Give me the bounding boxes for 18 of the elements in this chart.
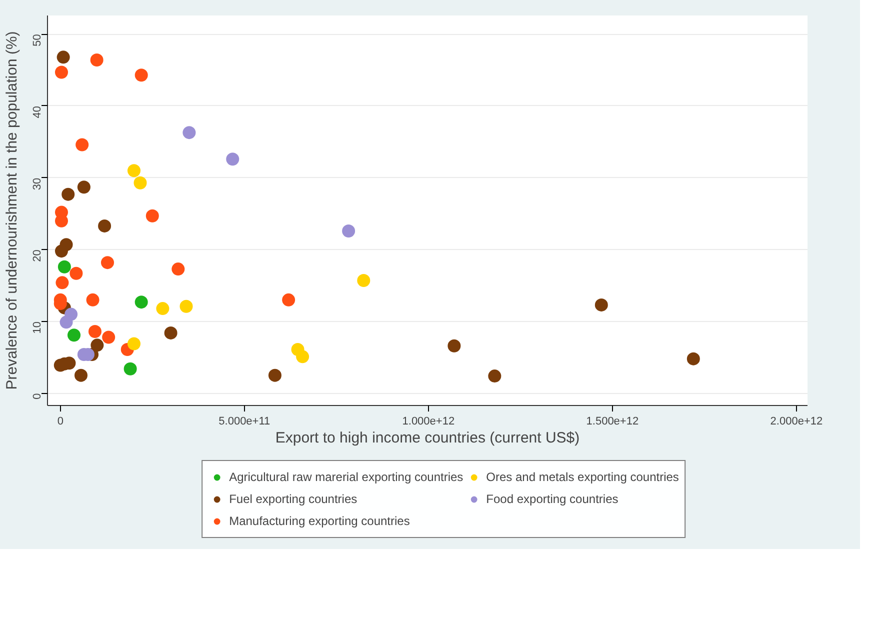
- y-tick-label: 40: [32, 106, 44, 118]
- x-tick-label: 5.000e+11: [218, 416, 270, 428]
- x-axis-title: Export to high income countries (current US$): [275, 430, 580, 446]
- y-axis-title: Prevalence of undernourishment in the population (%): [4, 31, 20, 390]
- legend-label: Food exporting countries: [486, 492, 618, 506]
- legend-label: Fuel exporting countries: [229, 492, 358, 506]
- x-tick-label: 1.000e+12: [402, 416, 455, 428]
- y-tick-label: 0: [32, 393, 44, 400]
- y-tick-label: 50: [32, 34, 44, 46]
- legend-label: Ores and metals exporting countries: [486, 470, 679, 484]
- legend-label: Agricultural raw marerial exporting countries: [229, 470, 464, 484]
- y-tick-label: 30: [32, 178, 44, 190]
- x-tick-label: 1.500e+12: [586, 416, 639, 428]
- x-tick-label: 0: [57, 416, 64, 428]
- y-tick-label: 10: [32, 321, 44, 334]
- legend-label: Manufacturing exporting countries: [229, 514, 410, 528]
- x-tick-label: 2.000e+12: [770, 416, 823, 428]
- y-tick-label: 20: [32, 250, 44, 262]
